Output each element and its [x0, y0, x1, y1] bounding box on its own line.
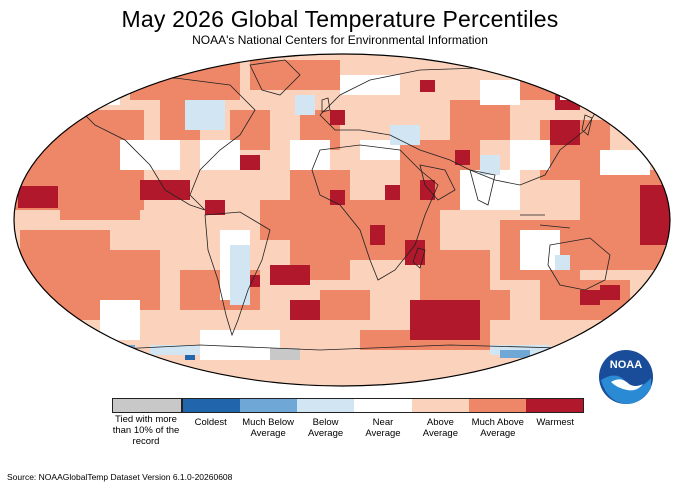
swatch-warmest: [525, 399, 583, 412]
label-near-average: Near Average: [365, 417, 401, 439]
swatch-much-above-average: [468, 399, 526, 412]
swatch-coldest: [183, 399, 241, 412]
label-much-below-average: Much Below Average: [242, 417, 294, 439]
percentile-scale: [182, 398, 584, 413]
scale-labels: Coldest Much Below Average Below Average…: [182, 417, 584, 439]
label-much-above-average: Much Above Average: [471, 417, 524, 439]
label-below-average: Below Average: [307, 417, 344, 439]
label-coldest: Coldest: [194, 417, 227, 428]
swatch-above-average: [411, 399, 469, 412]
map-subtitle: NOAA's National Centers for Environmenta…: [192, 33, 488, 47]
percentile-grid: [14, 54, 670, 386]
tied-swatch: [112, 398, 182, 413]
swatch-near-average: [354, 399, 412, 412]
globe-outline: [13, 53, 671, 387]
map-title: May 2026 Global Temperature Percentiles: [121, 6, 559, 32]
swatch-below-average: [297, 399, 355, 412]
source-note: Source: NOAAGlobalTemp Dataset Version 6…: [7, 472, 233, 482]
logo-text: NOAA: [610, 359, 642, 371]
label-above-average: Above Average: [422, 417, 458, 439]
tied-label: Tied with more than 10% of the record: [112, 414, 180, 447]
noaa-logo: NOAA: [599, 350, 653, 404]
label-warmest: Warmest: [536, 417, 575, 428]
swatch-much-below-average: [240, 399, 298, 412]
